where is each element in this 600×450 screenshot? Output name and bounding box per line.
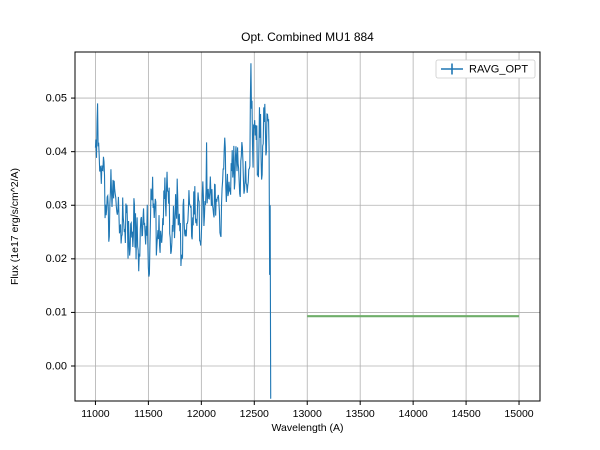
svg-text:12000: 12000 [187,408,216,420]
svg-text:0.04: 0.04 [46,146,67,158]
svg-text:14000: 14000 [399,408,428,420]
svg-text:13500: 13500 [346,408,375,420]
svg-text:0.05: 0.05 [46,92,67,104]
svg-text:13000: 13000 [293,408,322,420]
svg-text:0.00: 0.00 [46,360,67,372]
svg-text:11500: 11500 [134,408,163,420]
svg-text:0.02: 0.02 [46,253,67,265]
svg-text:0.01: 0.01 [46,307,67,319]
svg-text:12500: 12500 [240,408,269,420]
svg-text:RAVG_OPT: RAVG_OPT [469,63,528,75]
svg-text:Opt. Combined MU1 884: Opt. Combined MU1 884 [241,30,374,44]
svg-text:0.03: 0.03 [46,200,67,212]
svg-text:15000: 15000 [504,408,533,420]
svg-text:Flux (1e17 erg/s/cm^2/A): Flux (1e17 erg/s/cm^2/A) [9,168,21,285]
svg-text:11000: 11000 [81,408,110,420]
svg-text:14500: 14500 [451,408,480,420]
svg-text:Wavelength (A): Wavelength (A) [272,422,344,434]
